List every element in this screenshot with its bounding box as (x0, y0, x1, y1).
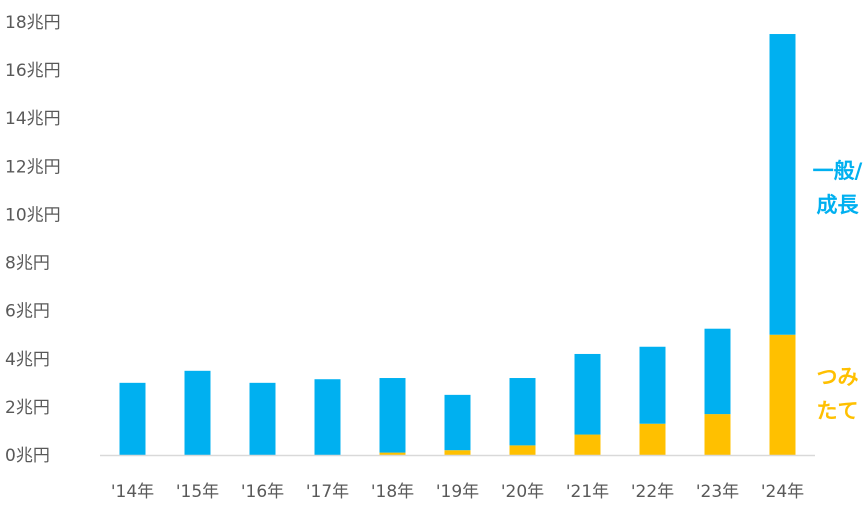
x-tick-label: '14年 (111, 482, 154, 502)
bar-segment-ippan-seicho (704, 328, 731, 415)
bar-segment-tsumitate (574, 434, 601, 455)
legend-label-ippan-seicho: 成長 (817, 193, 860, 217)
y-tick-label: 2兆円 (5, 398, 50, 418)
legend-label-tsumitate: つみ (817, 365, 859, 389)
bar-segment-ippan-seicho (184, 370, 211, 455)
x-axis-labels: '14年 '15年 '16年 '17年 '18年 '19年 '20年 '21年 '22年 '23年… (111, 482, 804, 502)
bar-segment-tsumitate (509, 445, 536, 455)
bar-segment-tsumitate (444, 450, 471, 455)
bar-segment-ippan-seicho (509, 378, 536, 446)
y-tick-label: 0兆円 (5, 446, 50, 466)
x-tick-label: '18年 (371, 482, 414, 502)
bar-segment-ippan-seicho (249, 382, 276, 455)
legend-label-ippan-seicho: 一般/ (813, 159, 863, 183)
bar-segment-tsumitate (379, 452, 406, 455)
legend-label-tsumitate: たて (817, 399, 859, 423)
bar-segment-ippan-seicho (574, 353, 601, 435)
x-tick-label: '23年 (696, 482, 739, 502)
bar-segment-tsumitate (704, 414, 731, 455)
x-tick-label: '21年 (566, 482, 609, 502)
x-tick-label: '24年 (761, 482, 804, 502)
bar-segment-ippan-seicho (444, 394, 471, 451)
x-tick-label: '16年 (241, 482, 284, 502)
x-tick-label: '15年 (176, 482, 219, 502)
bars (119, 34, 796, 455)
y-tick-label: 18兆円 (5, 13, 61, 33)
x-tick-label: '20年 (501, 482, 544, 502)
x-tick-label: '19年 (436, 482, 479, 502)
y-tick-label: 10兆円 (5, 205, 61, 225)
bar-segment-ippan-seicho (769, 34, 796, 335)
bar-segment-ippan-seicho (379, 378, 406, 453)
bar-segment-tsumitate (769, 334, 796, 455)
y-tick-label: 16兆円 (5, 61, 61, 81)
x-tick-label: '22年 (631, 482, 674, 502)
y-tick-label: 4兆円 (5, 350, 50, 370)
y-tick-label: 8兆円 (5, 254, 50, 274)
y-axis-labels: 0兆円 2兆円 4兆円 6兆円 8兆円 10兆円 12兆円 14兆円 16兆円 18兆円 (5, 13, 61, 466)
y-tick-label: 6兆円 (5, 302, 50, 322)
x-tick-label: '17年 (306, 482, 349, 502)
y-tick-label: 12兆円 (5, 157, 61, 177)
bar-segment-tsumitate (639, 423, 666, 455)
y-tick-label: 14兆円 (5, 109, 61, 129)
bar-segment-ippan-seicho (639, 346, 666, 424)
bar-segment-ippan-seicho (314, 379, 341, 455)
bar-segment-ippan-seicho (119, 382, 146, 455)
